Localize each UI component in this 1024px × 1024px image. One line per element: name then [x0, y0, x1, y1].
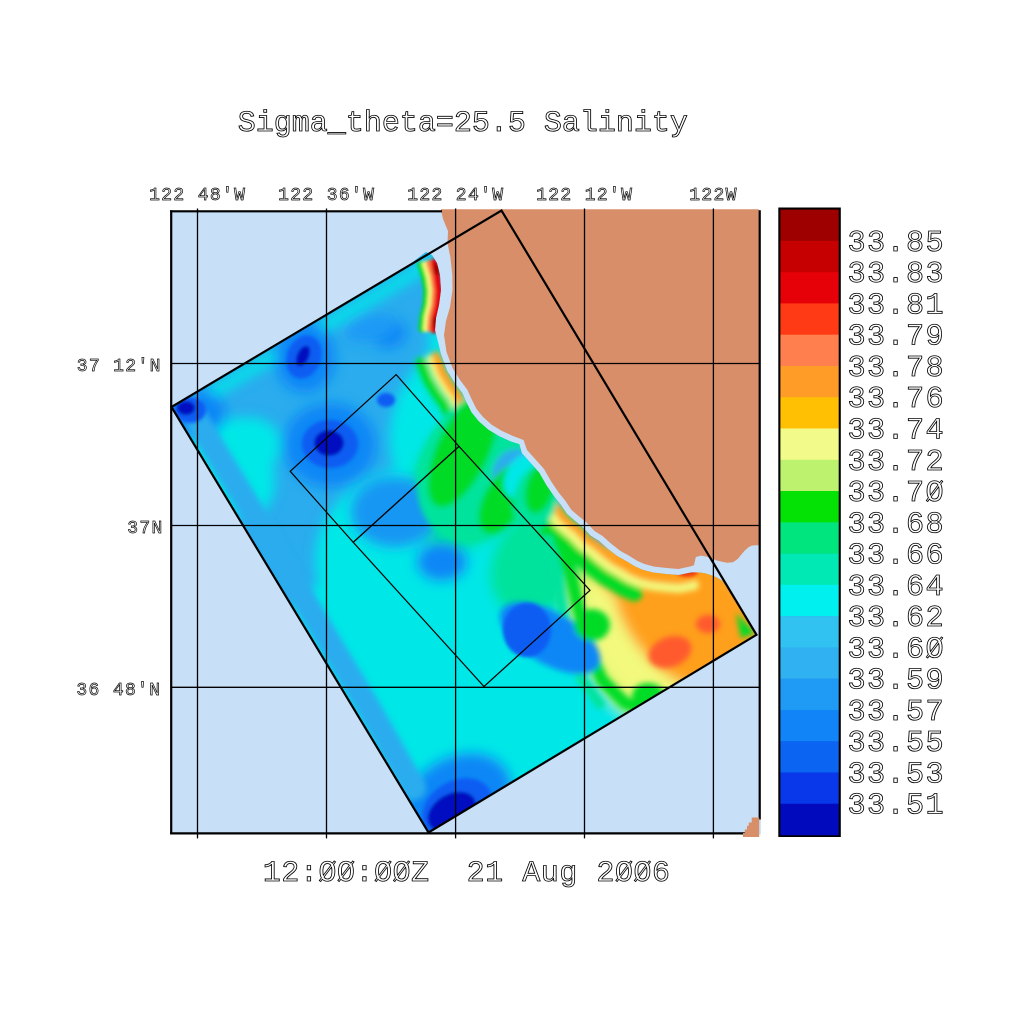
svg-text:33.53: 33.53	[848, 759, 945, 793]
svg-text:33.57: 33.57	[848, 696, 945, 730]
svg-text:33.68: 33.68	[848, 508, 945, 542]
svg-text:33.6Ø: 33.6Ø	[848, 633, 945, 667]
svg-text:33.74: 33.74	[848, 415, 945, 449]
svg-text:33.72: 33.72	[848, 446, 945, 480]
svg-text:33.7Ø: 33.7Ø	[848, 477, 945, 511]
svg-text:122 36'W: 122 36'W	[278, 186, 375, 206]
svg-text:33.79: 33.79	[848, 321, 945, 355]
svg-text:33.81: 33.81	[848, 289, 945, 323]
svg-text:122 12'W: 122 12'W	[536, 186, 633, 206]
svg-text:37 12'N: 37 12'N	[77, 357, 162, 377]
svg-text:33.85: 33.85	[848, 227, 945, 261]
svg-text:122 48'W: 122 48'W	[149, 186, 246, 206]
svg-text:33.83: 33.83	[848, 258, 945, 292]
svg-text:37N: 37N	[127, 519, 163, 539]
svg-text:33.66: 33.66	[848, 540, 945, 574]
svg-text:33.76: 33.76	[848, 383, 945, 417]
svg-text:33.78: 33.78	[848, 352, 945, 386]
svg-text:Sigma_theta=25.5 Salinity: Sigma_theta=25.5 Salinity	[238, 107, 688, 141]
svg-text:122W: 122W	[689, 186, 738, 206]
svg-text:33.64: 33.64	[848, 571, 945, 605]
svg-text:12:ØØ:ØØZ 21 Aug 2ØØ6: 12:ØØ:ØØZ 21 Aug 2ØØ6	[263, 856, 671, 890]
svg-text:36 48'N: 36 48'N	[76, 681, 161, 701]
svg-text:33.62: 33.62	[848, 602, 945, 636]
svg-text:33.59: 33.59	[848, 665, 945, 699]
svg-text:33.55: 33.55	[848, 727, 945, 761]
svg-text:122 24'W: 122 24'W	[407, 186, 504, 206]
svg-text:33.51: 33.51	[848, 790, 945, 824]
